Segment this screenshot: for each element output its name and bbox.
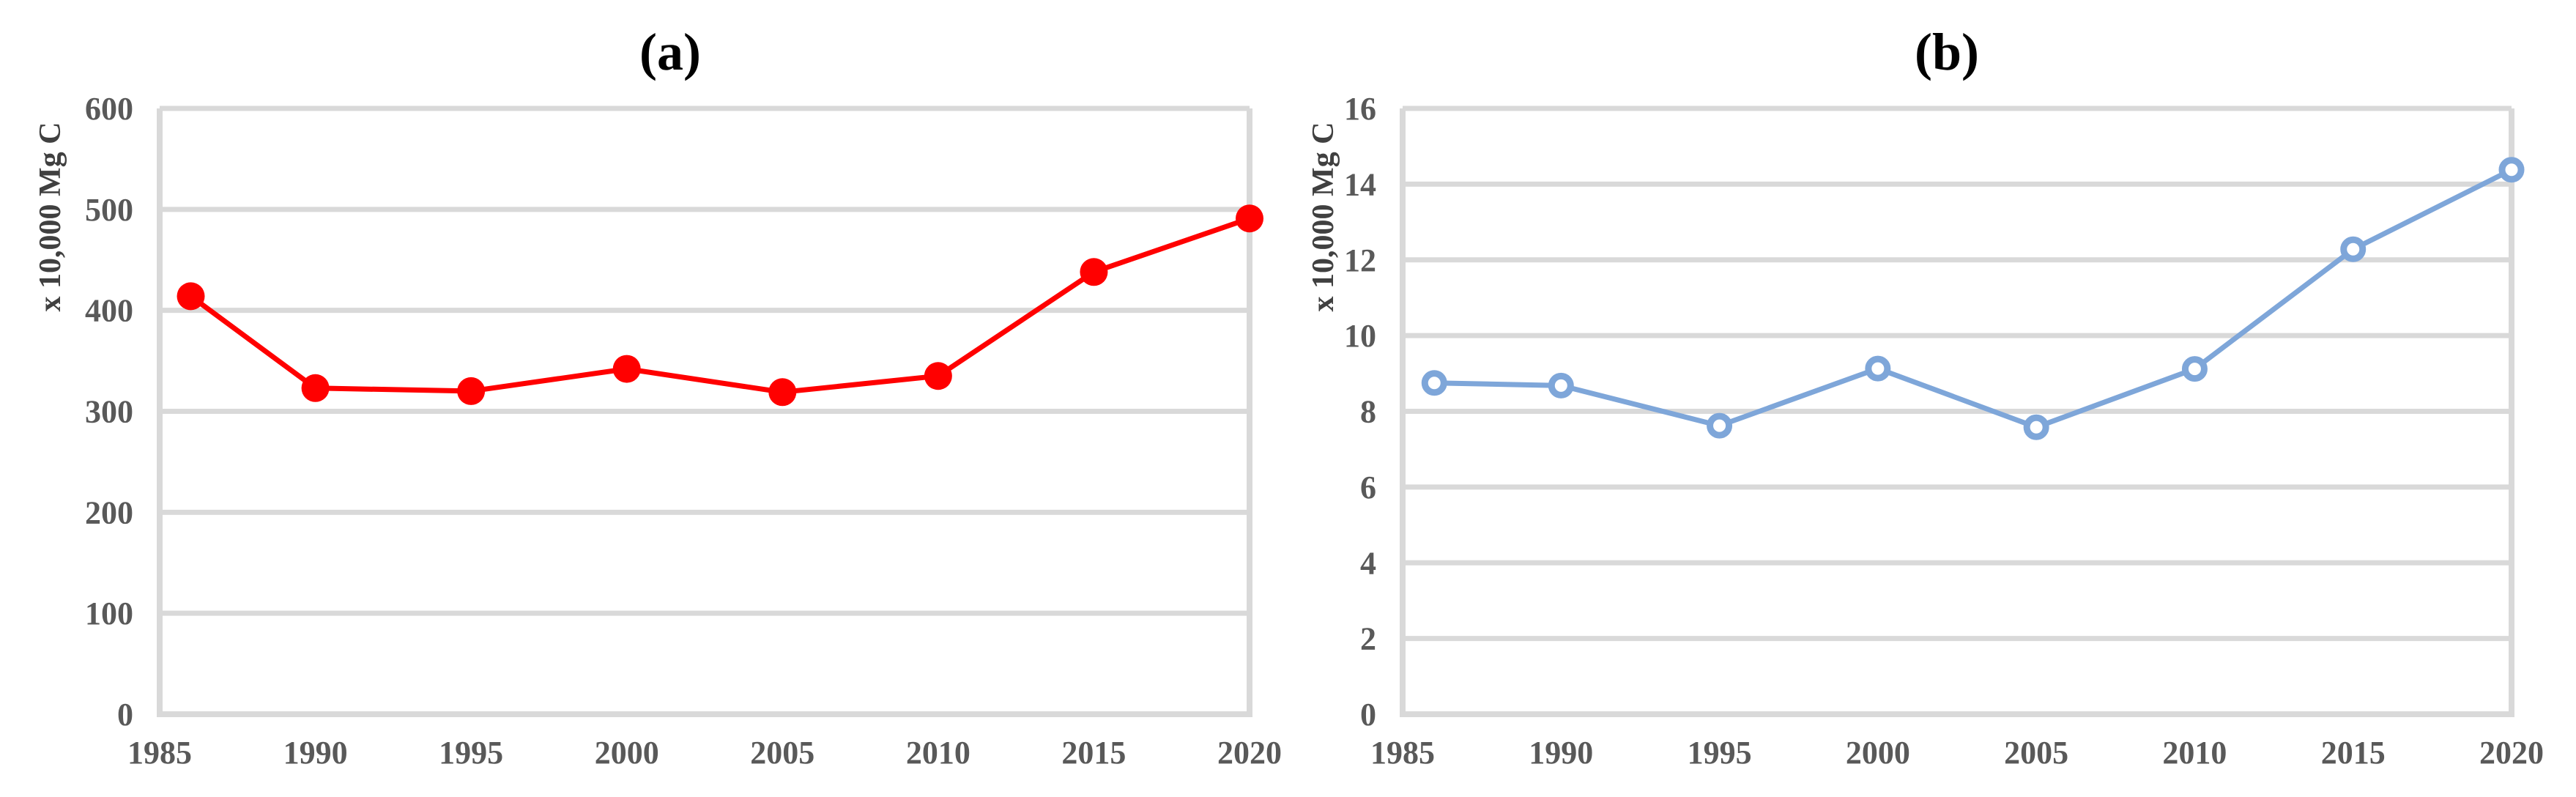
chart-a-xtick-label: 2020 xyxy=(1217,735,1282,771)
chart-a-title: (a) xyxy=(639,23,701,81)
chart-b-ytick-label: 16 xyxy=(1344,91,1376,127)
chart-a-xtick-label: 2000 xyxy=(595,735,659,771)
chart-a-ylabel: x 10,000 Mg C xyxy=(34,122,67,312)
chart-a-xtick-label: 2010 xyxy=(906,735,970,771)
chart-a-ytick-label: 0 xyxy=(117,697,133,733)
chart-b: (b) x 10,000 Mg C 0 2 4 6 8 10 12 14 16 1985 1990 1… xyxy=(1307,23,2544,771)
chart-a-ytick-label: 100 xyxy=(85,596,133,631)
chart-b-data-point xyxy=(2340,236,2367,262)
chart-a-data-point xyxy=(177,282,205,311)
chart-b-xtick-label: 2015 xyxy=(2321,735,2386,771)
chart-b-title: (b) xyxy=(1915,23,1979,81)
chart-panel-a: (a) x 10,000 Mg C 0 100 200 300 400 500 600 198… xyxy=(34,23,1282,771)
chart-a-data-point xyxy=(924,362,952,390)
chart-b-series-line xyxy=(1434,167,2513,430)
chart-b-ytick-label: 14 xyxy=(1344,166,1376,202)
chart-a-xtick-label: 1990 xyxy=(283,735,348,771)
chart-b-data-point xyxy=(1421,370,1447,396)
chart-a-ytick-label: 200 xyxy=(85,494,133,530)
chart-b-data-point xyxy=(1865,355,1891,382)
chart-a-ytick-label: 500 xyxy=(85,192,133,228)
chart-a-data-point xyxy=(301,374,330,402)
chart-a-data-point xyxy=(1080,258,1108,286)
chart-a-ytick-label: 600 xyxy=(85,91,133,127)
chart-a-series-line xyxy=(189,215,1251,395)
chart-panel-b: (b) x 10,000 Mg C 0 2 4 6 8 10 12 14 16 1985 1990 1… xyxy=(1288,0,2576,797)
chart-b-data-point xyxy=(1548,372,1574,398)
chart-a-ytick-label: 300 xyxy=(85,394,133,430)
chart-b-data-point xyxy=(2181,356,2208,382)
chart-a-ytick-label: 400 xyxy=(85,293,133,329)
chart-b-ytick-label: 6 xyxy=(1360,470,1376,505)
chart-b-xtick-label: 1990 xyxy=(1529,735,1593,771)
chart-b-ytick-label: 2 xyxy=(1360,621,1376,657)
chart-a-data-point xyxy=(768,378,797,407)
chart-b-ytick-label: 4 xyxy=(1360,545,1376,581)
chart-a-xtick-label: 2005 xyxy=(750,735,814,771)
chart-b-data-point xyxy=(1707,412,1733,439)
chart-b-xtick-label: 2000 xyxy=(1846,735,1910,771)
chart-b-xtick-label: 2010 xyxy=(2162,735,2227,771)
chart-b-ytick-label: 12 xyxy=(1344,242,1376,278)
chart-b-xtick-label: 2005 xyxy=(2004,735,2068,771)
chart-b-ytick-label: 0 xyxy=(1360,697,1376,733)
chart-b-data-point xyxy=(2023,414,2049,440)
chart-b-xtick-label: 1985 xyxy=(1370,735,1435,771)
chart-a-data-point xyxy=(612,355,641,383)
chart-b-xtick-label: 2020 xyxy=(2479,735,2544,771)
chart-a-data-point xyxy=(1236,204,1263,233)
chart-b-ylabel: x 10,000 Mg C xyxy=(1307,122,1340,312)
chart-a: (a) x 10,000 Mg C 0 100 200 300 400 500 600 198… xyxy=(34,23,1282,771)
chart-a-xtick-label: 1985 xyxy=(127,735,192,771)
chart-b-ytick-label: 8 xyxy=(1360,394,1376,430)
chart-a-xtick-label: 2015 xyxy=(1061,735,1126,771)
chart-b-xtick-label: 1995 xyxy=(1688,735,1752,771)
chart-b-ytick-label: 10 xyxy=(1344,318,1376,354)
chart-a-data-point xyxy=(457,377,486,405)
chart-a-xtick-label: 1995 xyxy=(439,735,503,771)
chart-b-data-point xyxy=(2498,157,2525,183)
